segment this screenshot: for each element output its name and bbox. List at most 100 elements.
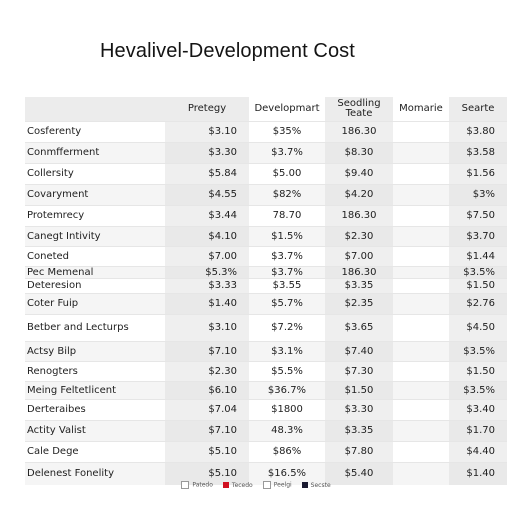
table-cell xyxy=(393,266,449,279)
table-cell: $2.30 xyxy=(325,226,393,247)
table-cell xyxy=(393,462,449,485)
table-cell: $86% xyxy=(272,446,302,457)
table-cell: $2.30 xyxy=(165,361,249,382)
table-cell: $6.10 xyxy=(165,381,249,400)
legend-item: Tecedo xyxy=(222,481,253,489)
table-cell: $1.40 xyxy=(449,462,507,485)
table-cell: 186.30 xyxy=(325,121,393,143)
table-cell: $35% xyxy=(272,126,302,137)
table-cell: $5.00 xyxy=(272,168,302,179)
table-row: Actsy Bilp $7.10 $3.1% $7.40 $3.5% xyxy=(25,341,507,362)
table-cell: $5.10 xyxy=(165,441,249,463)
table-cell: $7.40 xyxy=(325,341,393,362)
legend-label: Secste xyxy=(310,481,331,489)
table-cell: $3.80 xyxy=(449,121,507,143)
table-cell: $1.44 xyxy=(449,246,507,267)
table-cell: $3.5% xyxy=(449,266,507,279)
table-cell: $3.10 xyxy=(165,314,249,342)
table-cell: $4.10 xyxy=(165,226,249,247)
table-cell xyxy=(393,184,449,206)
table-row: Actity Valist $7.10 48.3% $3.35 $1.70 xyxy=(25,420,507,442)
table-cell: $3.30 xyxy=(325,399,393,421)
table-row: Betber and Lecturps $3.10 $7.2% $3.65 $4.50 xyxy=(25,314,507,342)
table-cell xyxy=(393,279,449,294)
table-cell: $7.10 xyxy=(165,420,249,442)
table-cell: $1.56 xyxy=(449,163,507,185)
cost-table: Pretegy Developmart Seodling Teate Momar… xyxy=(25,97,507,485)
table-cell xyxy=(393,122,449,143)
row-label: Covaryment xyxy=(25,184,165,206)
table-cell xyxy=(393,293,449,315)
table-cell: 78.70 xyxy=(272,210,302,221)
table-cell: $4.20 xyxy=(325,184,393,206)
table-cell: $82% xyxy=(249,184,325,206)
legend-swatch xyxy=(262,481,271,489)
table-cell: $4.40 xyxy=(449,441,507,463)
table-row: Conmfferment $3.30 $3.7% $8.30 $3.58 xyxy=(25,142,507,164)
table-row: Coneted $7.00 $3.7% $7.00 $1.44 xyxy=(25,246,507,267)
table-cell: $3.70 xyxy=(449,226,507,247)
table-cell xyxy=(393,420,449,442)
legend-label: Patedo xyxy=(192,481,213,489)
table-cell: $7.00 xyxy=(165,246,249,267)
legend-label: Tecedo xyxy=(231,481,253,489)
row-label: Collersity xyxy=(27,168,74,179)
table-cell: $2.35 xyxy=(325,293,393,315)
table-row: Collersity $5.84 $5.00 $9.40 $1.56 xyxy=(25,163,507,185)
table-cell: $7.10 xyxy=(165,341,249,362)
legend-swatch xyxy=(222,482,229,488)
page-title: Hevalivel-Development Cost xyxy=(100,40,355,62)
table-cell: $3.55 xyxy=(272,280,302,291)
column-header: Momarie xyxy=(399,103,443,114)
table-cell xyxy=(393,381,449,400)
table-row: Pec Memenal $5.3% $3.7% 186.30 $3.5% xyxy=(25,266,507,279)
table-row: Coter Fuip $1.40 $5.7% $2.35 $2.76 xyxy=(25,293,507,315)
table-row: Protemrecy $3.44 78.70 186.30 $7.50 xyxy=(25,205,507,227)
table-cell: $1.5% xyxy=(249,226,325,247)
table-row: Delenest Fonelity $5.10 $16.5% $5.40 $1.40 xyxy=(25,462,507,485)
table-cell: $1.70 xyxy=(449,420,507,442)
row-label: Canegt Intivity xyxy=(25,226,165,247)
table-cell: $5.3% xyxy=(165,266,249,279)
table-cell xyxy=(393,315,449,342)
legend: Patedo Tecedo Peelgi Secste xyxy=(0,481,512,489)
table-cell xyxy=(393,362,449,382)
row-label: Coneted xyxy=(27,250,70,262)
legend-item: Patedo xyxy=(181,481,213,489)
table-cell: $3.35 xyxy=(325,420,393,442)
table-cell xyxy=(393,400,449,421)
table-cell: $5.84 xyxy=(165,163,249,185)
legend-item: Peelgi xyxy=(262,481,292,489)
row-label: Renogters xyxy=(27,365,78,377)
legend-item: Secste xyxy=(301,481,331,489)
row-label: Pec Memenal xyxy=(25,266,165,279)
table-cell: $3.33 xyxy=(165,278,249,294)
table-cell xyxy=(393,226,449,247)
table-cell: $5.10 xyxy=(165,462,249,485)
table-cell: $36.7% xyxy=(249,381,325,400)
table-cell xyxy=(393,247,449,267)
table-cell: $7.50 xyxy=(449,205,507,227)
table-cell: $3.7% xyxy=(271,250,303,262)
table-cell: $3.5% xyxy=(449,341,507,362)
table-cell: $7.00 xyxy=(325,246,393,267)
table-cell: $7.80 xyxy=(325,441,393,463)
table-cell: $8.30 xyxy=(325,142,393,164)
row-label: Actity Valist xyxy=(25,420,165,442)
table-cell: $3.1% xyxy=(249,341,325,362)
row-label: Derteraibes xyxy=(27,404,86,415)
row-label: Actsy Bilp xyxy=(25,341,165,362)
row-label: Cale Dege xyxy=(27,446,79,457)
row-label: Delenest Fonelity xyxy=(25,462,165,485)
table-cell: $3.58 xyxy=(449,142,507,164)
table-cell: $7.30 xyxy=(325,361,393,382)
table-cell xyxy=(393,206,449,227)
row-label: Meing Feltetlicent xyxy=(25,381,165,400)
table-cell: $1.50 xyxy=(449,361,507,382)
column-header: Seodling Teate xyxy=(325,97,393,122)
column-header: Developmart xyxy=(254,103,320,114)
column-header xyxy=(25,97,165,122)
row-label: Cosferenty xyxy=(27,126,82,137)
table-cell: $1.50 xyxy=(325,381,393,400)
table-cell xyxy=(393,341,449,362)
